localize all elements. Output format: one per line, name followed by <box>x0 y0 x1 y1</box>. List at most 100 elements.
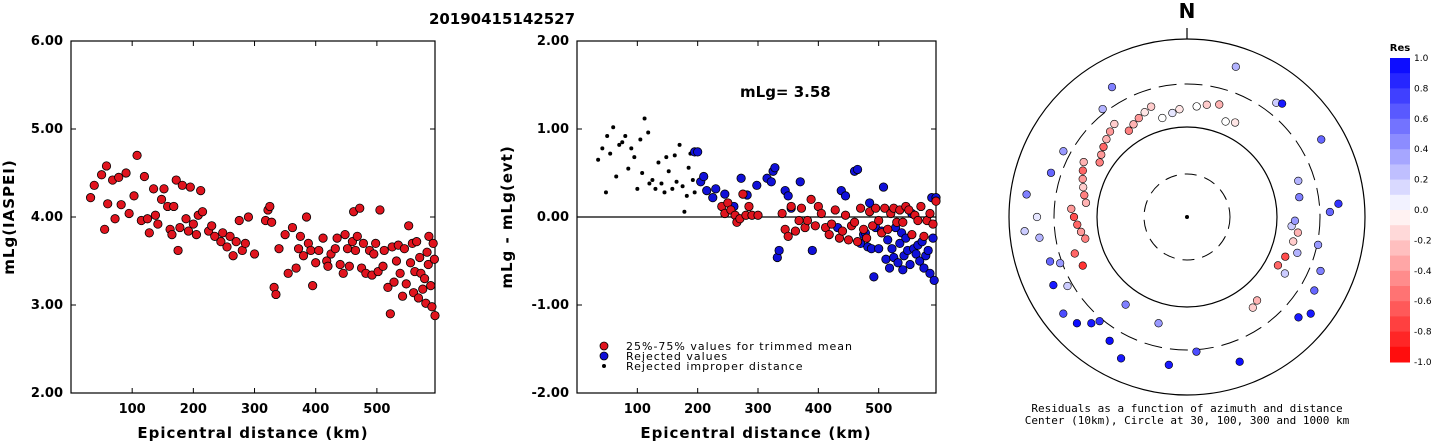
magnitude-point <box>148 184 159 194</box>
figure-title: 20190415142527 <box>429 10 575 28</box>
residual-point <box>806 194 816 204</box>
azimuth-point <box>1102 135 1111 144</box>
magnitude-point <box>177 180 187 190</box>
azimuth-point <box>1059 147 1068 156</box>
magnitude-point <box>404 221 414 231</box>
magnitude-point <box>129 191 139 201</box>
magnitude-point <box>369 249 379 259</box>
azimuth-point <box>1129 120 1138 129</box>
residual-point <box>919 263 929 273</box>
azimuth-point <box>1134 114 1143 123</box>
magnitude-x-tick-label: 300 <box>241 402 268 417</box>
magnitude-point <box>150 210 161 220</box>
residual-point <box>693 147 703 157</box>
magnitude-point <box>153 219 163 229</box>
magnitude-point <box>355 203 365 213</box>
magnitude-point <box>340 230 350 240</box>
residual-point <box>868 221 878 231</box>
residual-point <box>670 186 675 191</box>
magnitude-point <box>116 200 126 210</box>
magnitude-point <box>424 231 434 241</box>
residual-point <box>674 179 679 184</box>
residual-point <box>774 245 784 256</box>
magnitude-point <box>335 259 345 270</box>
residual-legend: 25%-75% values for trimmed mean Rejected… <box>599 340 852 373</box>
magnitude-point <box>167 230 177 240</box>
magnitude-point <box>96 170 107 180</box>
residual-point <box>810 221 820 231</box>
azimuth-point <box>1293 228 1303 237</box>
residual-point <box>677 142 682 147</box>
magnitude-y-tick-label: 6.00 <box>31 34 63 49</box>
magnitude-point <box>228 251 238 261</box>
colorbar-tick-label: 0.6 <box>1414 115 1429 125</box>
azimuth-point <box>1078 166 1087 175</box>
residual-y-label: mLg - mLg(evt) <box>498 145 516 288</box>
residual-point <box>664 155 669 160</box>
residual-point <box>887 244 897 254</box>
azimuth-point <box>1289 237 1298 246</box>
residual-point <box>898 265 908 275</box>
azimuth-point <box>1175 105 1184 114</box>
azimuth-point <box>1049 280 1058 290</box>
azimuth-caption-line1: Residuals as a function of azimuth and d… <box>1031 402 1342 415</box>
azimuth-point <box>1248 303 1257 312</box>
residual-colorbar: Res 1.0 0.8 0.6 0.4 0.2 0.0 -0.2 -0.4 -0.6 -0.8 -1… <box>1390 43 1432 368</box>
azimuth-point <box>1097 150 1106 159</box>
magnitude-point <box>318 233 328 243</box>
residual-point <box>898 217 908 227</box>
residual-point <box>692 190 697 195</box>
azimuth-point <box>1252 296 1262 305</box>
magnitude-point <box>298 251 309 261</box>
residual-point <box>849 217 860 227</box>
residual-x-tick-label: 400 <box>805 402 832 417</box>
residual-point <box>869 272 879 282</box>
magnitude-point <box>103 199 113 209</box>
azimuth-point <box>1081 198 1091 207</box>
residual-point <box>783 191 793 201</box>
residual-point <box>786 201 796 212</box>
magnitude-point <box>191 230 202 240</box>
residual-point <box>895 238 905 248</box>
colorbar-tick-label: -0.2 <box>1414 236 1432 246</box>
magnitude-point <box>375 205 385 215</box>
azimuth-point <box>1295 193 1304 202</box>
residual-point <box>931 196 941 206</box>
magnitude-point <box>423 259 433 270</box>
magnitude-y-tick-label: 3.00 <box>31 298 63 313</box>
legend-label-rejected: Rejected values <box>626 350 728 363</box>
magnitude-point <box>181 214 191 224</box>
colorbar-tick-label: 0.8 <box>1414 84 1429 94</box>
residual-point <box>874 215 884 226</box>
residual-point <box>923 245 933 256</box>
residual-point <box>708 193 718 203</box>
azimuth-point <box>1070 249 1079 258</box>
magnitude-point <box>422 247 432 257</box>
residual-point <box>843 235 854 245</box>
residual-point <box>777 208 787 219</box>
residual-point <box>816 208 826 219</box>
azimuth-point <box>1078 174 1087 184</box>
azimuth-point <box>1154 319 1163 328</box>
residual-point <box>907 230 917 240</box>
magnitude-point <box>371 238 381 248</box>
residual-point <box>884 263 895 273</box>
magnitude-point <box>85 193 96 203</box>
residual-point <box>753 210 763 220</box>
residual-point <box>840 210 851 220</box>
magnitude-point <box>295 231 306 241</box>
azimuth-point <box>1294 313 1303 322</box>
residual-point <box>690 178 695 183</box>
residual-point <box>770 163 780 173</box>
magnitude-point <box>171 175 181 185</box>
magnitude-point <box>430 310 440 321</box>
azimuth-point <box>1273 261 1283 270</box>
colorbar-cell <box>1390 88 1410 105</box>
colorbar-cell <box>1390 240 1410 257</box>
residual-point <box>893 258 903 268</box>
residual-panel: 100 200 300 400 500 -2.00 -1.00 0.00 1.00 2.00 mL… <box>498 34 941 441</box>
magnitude-point <box>338 268 348 278</box>
residual-point <box>620 140 625 145</box>
colorbar-cell <box>1390 346 1410 363</box>
azimuth-point <box>1098 104 1107 114</box>
